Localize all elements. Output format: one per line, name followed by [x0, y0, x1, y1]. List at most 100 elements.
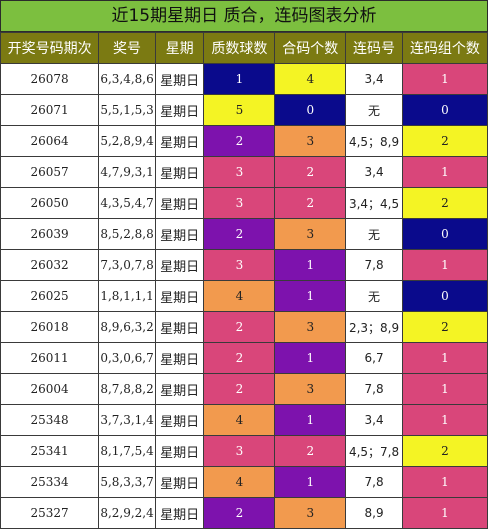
composite-count-cell: 1 — [274, 404, 347, 436]
consecutive-cell: 无 — [345, 280, 403, 312]
prime-count-cell: 3 — [203, 156, 276, 188]
weekday-cell: 星期日 — [154, 404, 205, 436]
consecutive-groups-cell: 1 — [401, 63, 488, 95]
table-row: 26064 5,2,8,9,4 星期日 2 3 4,5；8,9 2 — [0, 125, 488, 157]
weekday-cell: 星期日 — [154, 435, 205, 467]
consecutive-groups-cell: 1 — [401, 404, 488, 436]
issue-cell: 26057 — [0, 156, 100, 188]
composite-count-cell: 1 — [274, 249, 347, 281]
header-weekday: 星期 — [154, 32, 205, 64]
issue-cell: 26018 — [0, 311, 100, 343]
table-row: 26039 8,5,2,8,8 星期日 2 3 无 0 — [0, 218, 488, 250]
consecutive-cell: 3,4 — [345, 404, 403, 436]
consecutive-groups-cell: 0 — [401, 94, 488, 126]
prime-count-cell: 2 — [203, 497, 276, 529]
header-consecutive: 连码号 — [345, 32, 403, 64]
prime-count-cell: 4 — [203, 280, 276, 312]
weekday-cell: 星期日 — [154, 63, 205, 95]
prime-count-cell: 2 — [203, 342, 276, 374]
table-row: 25348 3,7,3,1,4 星期日 4 1 3,4 1 — [0, 404, 488, 436]
consecutive-cell: 7,8 — [345, 373, 403, 405]
consecutive-cell: 无 — [345, 94, 403, 126]
prime-count-cell: 5 — [203, 94, 276, 126]
issue-cell: 25327 — [0, 497, 100, 529]
consecutive-groups-cell: 1 — [401, 466, 488, 498]
numbers-cell: 7,3,0,7,8 — [98, 249, 156, 281]
weekday-cell: 星期日 — [154, 125, 205, 157]
weekday-cell: 星期日 — [154, 249, 205, 281]
issue-cell: 26078 — [0, 63, 100, 95]
numbers-cell: 0,3,0,6,7 — [98, 342, 156, 374]
prime-count-cell: 1 — [203, 63, 276, 95]
numbers-cell: 5,2,8,9,4 — [98, 125, 156, 157]
prime-count-cell: 2 — [203, 311, 276, 343]
composite-count-cell: 4 — [274, 63, 347, 95]
table-row: 26004 8,7,8,8,2 星期日 2 3 7,8 1 — [0, 373, 488, 405]
weekday-cell: 星期日 — [154, 497, 205, 529]
composite-count-cell: 3 — [274, 373, 347, 405]
consecutive-groups-cell: 1 — [401, 373, 488, 405]
issue-cell: 26032 — [0, 249, 100, 281]
composite-count-cell: 1 — [274, 342, 347, 374]
prime-count-cell: 2 — [203, 373, 276, 405]
table-row: 26050 4,3,5,4,7 星期日 3 2 3,4；4,5 2 — [0, 187, 488, 219]
header-numbers: 奖号 — [98, 32, 156, 64]
table-row: 26011 0,3,0,6,7 星期日 2 1 6,7 1 — [0, 342, 488, 374]
consecutive-cell: 2,3；8,9 — [345, 311, 403, 343]
composite-count-cell: 0 — [274, 94, 347, 126]
numbers-cell: 1,8,1,1,1 — [98, 280, 156, 312]
composite-count-cell: 3 — [274, 497, 347, 529]
consecutive-groups-cell: 2 — [401, 435, 488, 467]
table-row: 26078 6,3,4,8,6 星期日 1 4 3,4 1 — [0, 63, 488, 95]
numbers-cell: 8,5,2,8,8 — [98, 218, 156, 250]
composite-count-cell: 1 — [274, 280, 347, 312]
consecutive-cell: 6,7 — [345, 342, 403, 374]
composite-count-cell: 2 — [274, 156, 347, 188]
prime-count-cell: 4 — [203, 404, 276, 436]
consecutive-groups-cell: 0 — [401, 280, 488, 312]
table-row: 25327 8,2,9,2,4 星期日 2 3 8,9 1 — [0, 497, 488, 529]
prime-count-cell: 3 — [203, 249, 276, 281]
consecutive-groups-cell: 1 — [401, 497, 488, 529]
numbers-cell: 6,3,4,8,6 — [98, 63, 156, 95]
composite-count-cell: 2 — [274, 187, 347, 219]
issue-cell: 26004 — [0, 373, 100, 405]
header-composite-count: 合码个数 — [274, 32, 347, 64]
consecutive-cell: 4,5；7,8 — [345, 435, 403, 467]
table-row: 25341 8,1,7,5,4 星期日 3 2 4,5；7,8 2 — [0, 435, 488, 467]
header-consecutive-groups: 连码组个数 — [401, 32, 488, 64]
prime-count-cell: 3 — [203, 187, 276, 219]
table-row: 26025 1,8,1,1,1 星期日 4 1 无 0 — [0, 280, 488, 312]
consecutive-groups-cell: 0 — [401, 218, 488, 250]
prime-count-cell: 4 — [203, 466, 276, 498]
weekday-cell: 星期日 — [154, 373, 205, 405]
weekday-cell: 星期日 — [154, 342, 205, 374]
weekday-cell: 星期日 — [154, 280, 205, 312]
consecutive-cell: 3,4 — [345, 63, 403, 95]
numbers-cell: 4,7,9,3,1 — [98, 156, 156, 188]
issue-cell: 25334 — [0, 466, 100, 498]
issue-cell: 26039 — [0, 218, 100, 250]
numbers-cell: 8,9,6,3,2 — [98, 311, 156, 343]
consecutive-groups-cell: 1 — [401, 156, 488, 188]
consecutive-groups-cell: 2 — [401, 311, 488, 343]
header-issue: 开奖号码期次 — [0, 32, 100, 64]
numbers-cell: 5,8,3,3,7 — [98, 466, 156, 498]
consecutive-cell: 8,9 — [345, 497, 403, 529]
page-title: 近15期星期日 质合，连码图表分析 — [0, 0, 488, 32]
weekday-cell: 星期日 — [154, 187, 205, 219]
weekday-cell: 星期日 — [154, 94, 205, 126]
table-header-row: 开奖号码期次 奖号 星期 质数球数 合码个数 连码号 连码组个数 — [0, 32, 488, 64]
table-row: 25334 5,8,3,3,7 星期日 4 1 7,8 1 — [0, 466, 488, 498]
issue-cell: 25348 — [0, 404, 100, 436]
numbers-cell: 8,7,8,8,2 — [98, 373, 156, 405]
consecutive-cell: 4,5；8,9 — [345, 125, 403, 157]
consecutive-cell: 无 — [345, 218, 403, 250]
consecutive-groups-cell: 2 — [401, 187, 488, 219]
composite-count-cell: 1 — [274, 466, 347, 498]
numbers-cell: 3,7,3,1,4 — [98, 404, 156, 436]
consecutive-cell: 3,4 — [345, 156, 403, 188]
numbers-cell: 8,2,9,2,4 — [98, 497, 156, 529]
issue-cell: 26071 — [0, 94, 100, 126]
